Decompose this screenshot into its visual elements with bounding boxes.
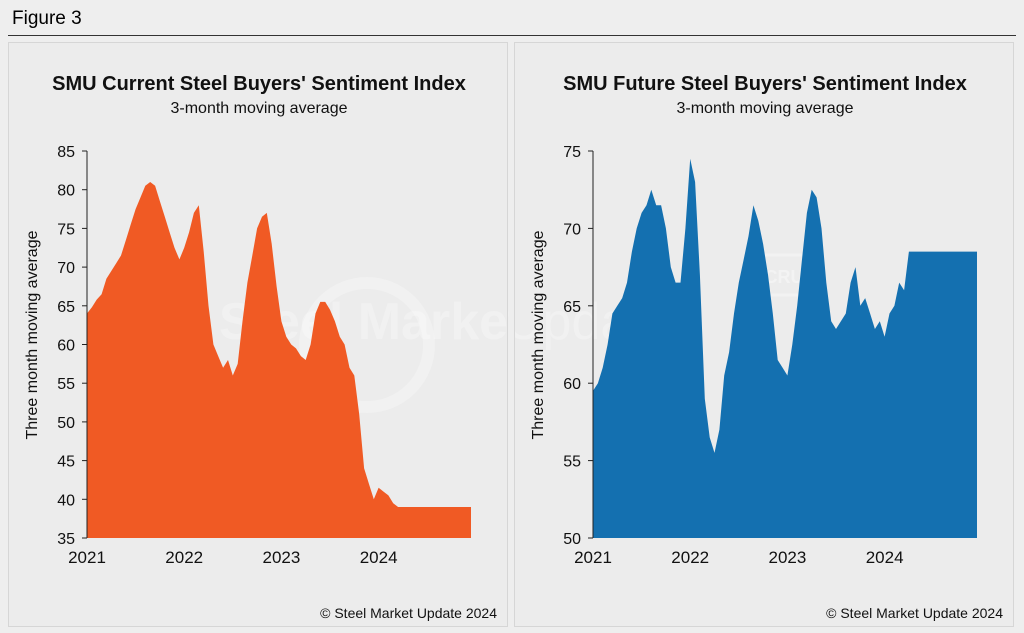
y-axis-label: Three month moving average (24, 230, 41, 439)
series-area (87, 182, 471, 538)
y-tick-label: 65 (57, 299, 75, 316)
y-tick-label: 35 (57, 531, 75, 548)
chart-title: SMU Current Steel Buyers' Sentiment Inde… (52, 73, 466, 95)
y-axis-label: Three month moving average (530, 230, 547, 439)
copyright: © Steel Market Update 2024 (320, 605, 497, 621)
current-sentiment-chart: SMU Current Steel Buyers' Sentiment Inde… (24, 73, 509, 621)
x-tick-label: 2021 (574, 548, 612, 567)
copyright: © Steel Market Update 2024 (826, 605, 1003, 621)
chart-title: SMU Future Steel Buyers' Sentiment Index (563, 73, 967, 95)
axes-layer: 35 40 45 50 55 60 65 70 75 80 85 2021 2022 2023 2024 (57, 144, 397, 567)
x-tick-label: 2022 (671, 548, 709, 567)
x-tick-label: 2024 (360, 548, 398, 567)
y-tick-label: 60 (563, 376, 581, 393)
chart-subtitle: 3-month moving average (677, 100, 854, 117)
y-tick-label: 75 (563, 144, 581, 161)
watermark-logo-ring (299, 277, 435, 413)
area-layer (593, 158, 977, 538)
y-tick-label: 70 (563, 221, 581, 238)
y-tick-label: 40 (57, 492, 75, 509)
y-tick-label: 55 (563, 454, 581, 471)
area-layer (87, 182, 471, 538)
y-tick-label: 70 (57, 260, 75, 277)
y-tick-label: 50 (563, 531, 581, 548)
y-tick-label: 80 (57, 183, 75, 200)
y-tick-label: 50 (57, 415, 75, 432)
y-tick-label: 75 (57, 221, 75, 238)
chart-subtitle: 3-month moving average (171, 100, 348, 117)
future-sentiment-panel: SMU Future Steel Buyers' Sentiment Index… (514, 42, 1014, 627)
x-tick-label: 2023 (263, 548, 301, 567)
y-tick-label: 60 (57, 338, 75, 355)
watermark-cru-logo: CRU (765, 267, 804, 287)
y-tick-label: 65 (563, 299, 581, 316)
x-tick-label: 2022 (165, 548, 203, 567)
y-tick-label: 55 (57, 376, 75, 393)
current-sentiment-panel: SMU Current Steel Buyers' Sentiment Inde… (8, 42, 509, 627)
x-tick-label: 2023 (769, 548, 807, 567)
axes-layer: 50 55 60 65 70 75 2021 2022 2023 2024 (563, 144, 903, 567)
figure-label: Figure 3 (12, 8, 82, 29)
future-sentiment-chart: SMU Future Steel Buyers' Sentiment Index… (515, 73, 1003, 621)
x-tick-label: 2024 (866, 548, 904, 567)
y-tick-label: 45 (57, 454, 75, 471)
y-tick-label: 85 (57, 144, 75, 161)
series-area (593, 158, 977, 538)
figure-divider (8, 35, 1016, 36)
x-tick-label: 2021 (68, 548, 106, 567)
